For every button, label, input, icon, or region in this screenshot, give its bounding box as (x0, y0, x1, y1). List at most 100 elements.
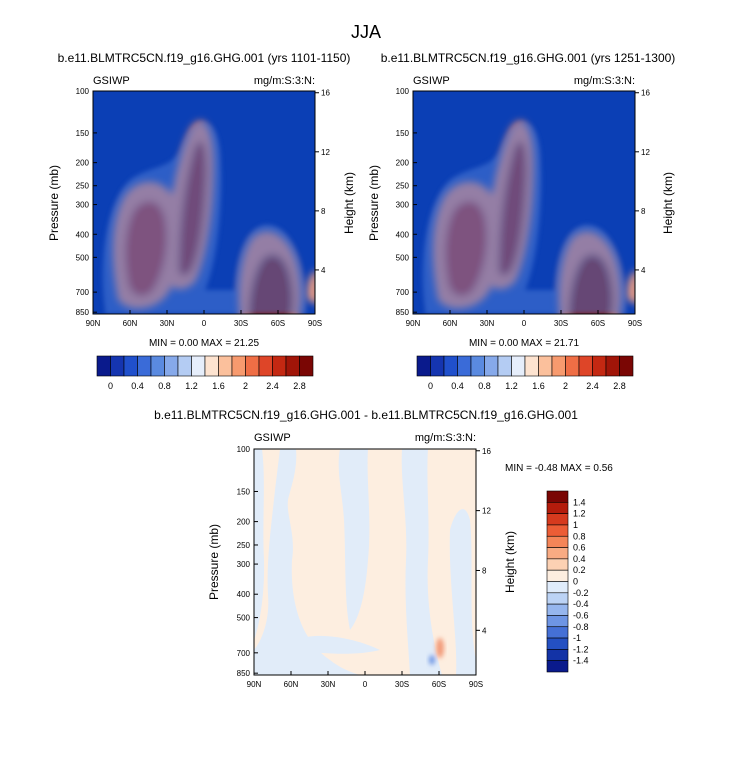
colorbar-label: 1.2 (185, 381, 198, 391)
colorbar-swatch (546, 502, 569, 514)
panel-1-left-label: GSIWP (93, 75, 130, 87)
colorbar-swatch (546, 592, 569, 605)
panel-1-axes: 90N 60N 30N 0 30S 60S 90S 100 150 200 250 300 400 500… (76, 87, 331, 328)
colorbar-label: -0.6 (573, 610, 589, 620)
colorbar-label: 2.8 (613, 381, 626, 391)
colorbar-swatch (430, 355, 445, 377)
y-tick-label: 700 (76, 288, 90, 297)
panel-3-negative-region-6 (296, 635, 380, 654)
colorbar-swatch (96, 355, 111, 377)
colorbar-swatch (164, 355, 179, 377)
y-tick-label: 400 (396, 230, 410, 239)
panel-2-axes: 90N 60N 30N 0 30S 60S 90S 100 150 200 250 300 400 500… (396, 87, 651, 328)
y-tick-label: 400 (76, 230, 90, 239)
x-tick-label: 90N (247, 680, 262, 689)
colorbar-label: 2 (563, 381, 568, 391)
x-tick-label: 30N (160, 319, 175, 328)
colorbar-swatch (457, 355, 472, 377)
y-tick-label: 400 (237, 590, 251, 599)
colorbar-label: -1 (573, 633, 581, 643)
y-right-tick-label: 16 (641, 89, 650, 98)
colorbar-label: 0 (428, 381, 433, 391)
panel-2-field (413, 91, 635, 314)
colorbar-swatch (546, 615, 569, 628)
colorbar-swatch (416, 355, 431, 377)
colorbar-swatch (546, 626, 569, 639)
figure-title: JJA (351, 22, 381, 42)
y-tick-label: 250 (237, 541, 251, 550)
colorbar-swatch (258, 355, 273, 377)
panel-2-stats: MIN = 0.00 MAX = 21.71 (469, 338, 579, 349)
y-tick-label: 200 (396, 159, 410, 168)
y-right-tick-label: 4 (482, 626, 487, 635)
colorbar-2: 0 0.4 0.8 1.2 1.6 2 2.4 2.8 (416, 355, 634, 391)
colorbar-label: 0.8 (158, 381, 171, 391)
colorbar-swatch (546, 649, 569, 661)
colorbar-swatch (511, 355, 526, 377)
colorbar-swatch (299, 355, 314, 377)
x-tick-label: 90S (469, 680, 483, 689)
y-tick-label: 500 (396, 253, 410, 262)
colorbar-label: 0.8 (478, 381, 491, 391)
colorbar-label: 0.6 (573, 543, 586, 553)
colorbar-label: 0.4 (131, 381, 144, 391)
colorbar-label: 0.8 (573, 531, 586, 541)
x-tick-label: 30N (321, 680, 336, 689)
panel-2-ylabel-right: Height (km) (661, 172, 675, 234)
colorbar-swatch (538, 355, 553, 377)
colorbar-swatch (546, 524, 569, 537)
y-right-tick-label: 16 (482, 447, 491, 456)
x-tick-label: 90N (86, 319, 101, 328)
colorbar-swatch (150, 355, 165, 377)
y-tick-label: 100 (76, 87, 90, 96)
x-tick-label: 60S (432, 680, 446, 689)
y-tick-label: 150 (237, 487, 251, 496)
colorbar-swatch (619, 355, 634, 377)
y-right-tick-label: 8 (321, 207, 326, 216)
colorbar-label: -1.2 (573, 644, 589, 654)
colorbar-swatch (546, 581, 569, 594)
x-tick-label: 30S (554, 319, 568, 328)
colorbar-swatch (177, 355, 192, 377)
colorbar-swatch (484, 355, 499, 377)
x-tick-label: 30S (234, 319, 248, 328)
y-right-tick-label: 16 (321, 89, 330, 98)
colorbar-swatch (546, 513, 569, 526)
panel-1-ylabel: Pressure (mb) (47, 165, 61, 241)
colorbar-swatch (546, 547, 569, 560)
colorbar-label: 0 (108, 381, 113, 391)
panel-3-negative-region-4 (401, 449, 442, 675)
x-tick-label: 0 (202, 319, 207, 328)
y-tick-label: 250 (76, 182, 90, 191)
colorbar-label: 1.2 (573, 509, 586, 519)
panel-2-ylabel: Pressure (mb) (367, 165, 381, 241)
x-tick-label: 60S (271, 319, 285, 328)
colorbar-swatch (546, 490, 569, 503)
y-tick-label: 300 (76, 201, 90, 210)
colorbar-label: -1.4 (573, 656, 589, 666)
colorbar-label: 2.8 (293, 381, 306, 391)
colorbar-label: 2.4 (586, 381, 599, 391)
panel-1: b.e11.BLMTRC5CN.f19_g16.GHG.001 (yrs 110… (47, 51, 356, 391)
y-right-tick-label: 12 (482, 507, 491, 516)
panel-1-title: b.e11.BLMTRC5CN.f19_g16.GHG.001 (yrs 110… (58, 51, 351, 65)
y-tick-label: 850 (237, 669, 251, 678)
y-right-tick-label: 8 (482, 566, 487, 575)
panel-3-negative-region-3 (338, 449, 370, 630)
colorbar-swatch (443, 355, 458, 377)
x-tick-label: 30N (480, 319, 495, 328)
y-tick-label: 250 (396, 182, 410, 191)
colorbar-label: -0.4 (573, 599, 589, 609)
colorbar-swatch (546, 637, 569, 650)
y-tick-label: 700 (237, 649, 251, 658)
panel-1-right-label: mg/m:S:3:N: (254, 75, 315, 87)
colorbar-swatch (497, 355, 512, 377)
y-tick-label: 200 (76, 159, 90, 168)
y-right-tick-label: 12 (321, 148, 330, 157)
colorbar-swatch (565, 355, 580, 377)
colorbar-diff: 1.41.210.80.60.40.20-0.2-0.4-0.6-0.8-1-1… (546, 490, 589, 673)
colorbar-swatch (546, 558, 569, 571)
panel-3-axes: 90N 60N 30N 0 30S 60S 90S 100 150 200 250 300 400 500… (237, 445, 492, 689)
colorbar-label: 0 (573, 577, 578, 587)
y-tick-label: 300 (237, 560, 251, 569)
